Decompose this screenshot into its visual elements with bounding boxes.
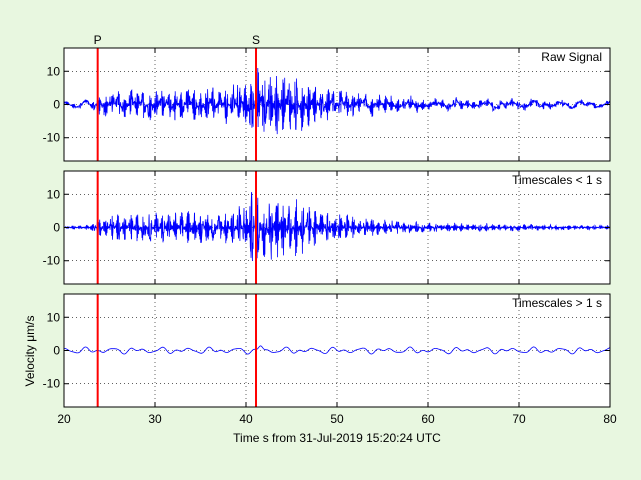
y-tick-label: -10 (43, 254, 61, 268)
y-tick-label: 0 (53, 221, 60, 235)
y-tick-label: 10 (47, 64, 61, 78)
x-tick-label: 70 (512, 412, 526, 426)
x-tick-label: 60 (421, 412, 435, 426)
panel-label: Timescales > 1 s (512, 296, 602, 310)
axes-border (63, 293, 611, 408)
panel-3: 10 0 -10 20 30 40 50 60 70 80 Timescales > 1 s (43, 293, 617, 426)
x-tick-label: 80 (603, 412, 617, 426)
x-tick-label: 30 (148, 412, 162, 426)
waveform-trace (63, 192, 611, 262)
panel-label: Raw Signal (541, 50, 602, 64)
x-tick-label: 40 (239, 412, 253, 426)
y-axis-label: Velocity μm/s (23, 316, 37, 387)
y-tick-label: 10 (47, 187, 61, 201)
pick-label-p: P (94, 33, 102, 47)
axes-border (63, 170, 611, 285)
axes-border (63, 47, 611, 162)
y-tick-label: 10 (47, 310, 61, 324)
x-tick-label: 50 (330, 412, 344, 426)
y-tick-label: 0 (53, 344, 60, 358)
panel-label: Timescales < 1 s (512, 173, 602, 187)
pick-label-s: S (252, 33, 260, 47)
y-tick-label: 0 (53, 98, 60, 112)
panel-1: 10 0 -10 Raw Signal (43, 47, 611, 162)
x-tick-label: 20 (57, 412, 71, 426)
y-tick-label: -10 (43, 131, 61, 145)
y-tick-label: -10 (43, 377, 61, 391)
panel-2: 10 0 -10 Timescales < 1 s (43, 170, 611, 285)
x-axis-label: Time s from 31-Jul-2019 15:20:24 UTC (233, 431, 441, 445)
waveform-trace (64, 345, 611, 355)
waveform-trace (64, 67, 611, 135)
